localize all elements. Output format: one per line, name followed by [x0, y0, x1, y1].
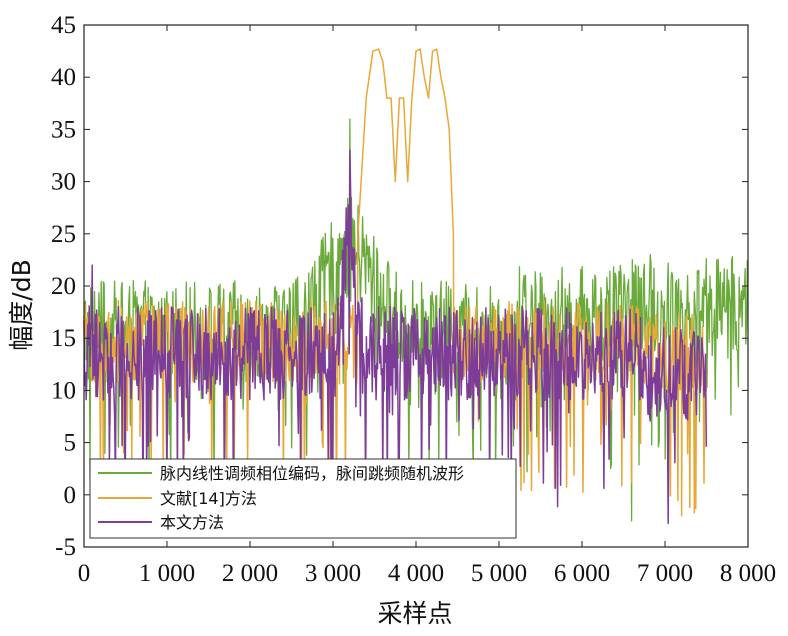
- legend-box: [89, 458, 517, 539]
- y-tick-label: 30: [51, 169, 76, 196]
- x-tick-label: 4 000: [388, 560, 444, 587]
- y-tick-label: 10: [51, 377, 76, 404]
- x-tick-label: 1 000: [139, 560, 195, 587]
- y-tick-label: 45: [51, 12, 76, 39]
- series-layer: [83, 48, 748, 525]
- y-tick-label: 15: [51, 325, 76, 352]
- x-tick-label: 2 000: [222, 560, 278, 587]
- legend-label-series-3: 本文方法: [160, 513, 224, 532]
- x-tick-label: 5 000: [471, 560, 527, 587]
- x-axis-ticks: 0 1 000 2 000 3 000 4 000 5 000 6 000 7 000 8 00…: [78, 25, 776, 587]
- y-axis-title: 幅度/dB: [7, 259, 36, 350]
- x-tick-label: 6 000: [554, 560, 610, 587]
- x-axis-title: 采样点: [377, 599, 452, 628]
- y-tick-label: 35: [51, 116, 76, 143]
- y-tick-label: 20: [51, 273, 76, 300]
- y-tick-label: 40: [51, 64, 76, 91]
- legend: 脉内线性调频相位编码，脉间跳频随机波形 文献[14]方法 本文方法: [89, 458, 517, 539]
- legend-label-series-1: 脉内线性调频相位编码，脉间跳频随机波形: [160, 464, 464, 483]
- x-tick-label: 0: [78, 560, 91, 587]
- x-tick-label: 3 000: [305, 560, 361, 587]
- series-line-3: [83, 149, 708, 525]
- x-tick-label: 8 000: [720, 560, 776, 587]
- x-tick-label: 7 000: [637, 560, 693, 587]
- y-tick-label: 0: [64, 482, 77, 509]
- y-tick-label: 5: [64, 430, 77, 457]
- y-tick-label: -5: [55, 534, 76, 561]
- legend-label-series-2: 文献[14]方法: [160, 489, 257, 508]
- y-axis-ticks: -5 0 5 10 15 20 25 30 35 40 45: [51, 12, 748, 561]
- y-tick-label: 25: [51, 221, 76, 248]
